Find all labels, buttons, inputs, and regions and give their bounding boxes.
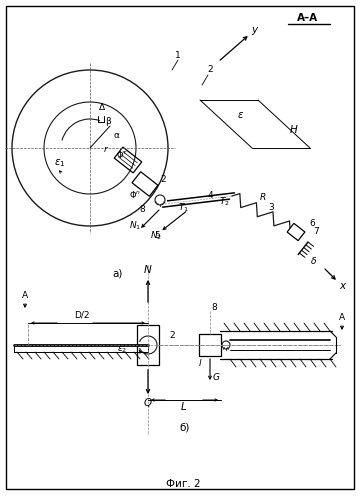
Text: 3: 3 [268, 202, 274, 211]
Text: $\varepsilon_1$: $\varepsilon_1$ [54, 157, 66, 169]
Text: а): а) [113, 269, 123, 279]
Text: Q: Q [144, 398, 152, 408]
Text: G: G [212, 372, 220, 382]
Text: 8: 8 [211, 302, 217, 312]
Text: $T_1$: $T_1$ [177, 202, 189, 214]
Text: H: H [290, 125, 298, 135]
Circle shape [222, 341, 230, 349]
Text: ε: ε [237, 110, 243, 120]
Text: δ: δ [311, 258, 317, 266]
Text: 2: 2 [207, 66, 213, 74]
Text: N: N [144, 265, 152, 275]
Text: $\varepsilon_2$: $\varepsilon_2$ [117, 345, 127, 355]
Text: L: L [181, 402, 187, 412]
Text: 8: 8 [139, 206, 145, 214]
Text: x: x [339, 281, 345, 291]
Text: Δ: Δ [99, 104, 105, 112]
Text: 2: 2 [160, 176, 166, 184]
Text: 4: 4 [207, 190, 213, 200]
Text: А–А: А–А [297, 13, 319, 23]
Text: R: R [260, 194, 266, 202]
Text: $\Phi^\tau$: $\Phi^\tau$ [116, 148, 128, 160]
Text: А: А [22, 290, 28, 300]
Text: 2: 2 [169, 330, 175, 340]
Text: 6: 6 [309, 220, 315, 228]
Text: 5: 5 [154, 232, 160, 240]
Text: $T_2$: $T_2$ [219, 196, 229, 208]
Text: D/2: D/2 [74, 310, 90, 320]
Text: l: l [199, 358, 201, 368]
Circle shape [155, 195, 165, 205]
Text: Фиг. 2: Фиг. 2 [166, 479, 200, 489]
Text: r: r [104, 146, 108, 154]
Text: б): б) [180, 422, 190, 432]
Text: 1: 1 [175, 50, 181, 59]
Text: 7: 7 [313, 228, 319, 236]
Text: $N_1$: $N_1$ [129, 220, 141, 232]
Text: β: β [105, 118, 111, 126]
Text: А: А [339, 312, 345, 322]
Text: α: α [113, 132, 119, 140]
Text: $N_2$: $N_2$ [150, 230, 162, 242]
Text: $\Phi^n$: $\Phi^n$ [129, 188, 141, 200]
Text: y: y [251, 25, 257, 35]
